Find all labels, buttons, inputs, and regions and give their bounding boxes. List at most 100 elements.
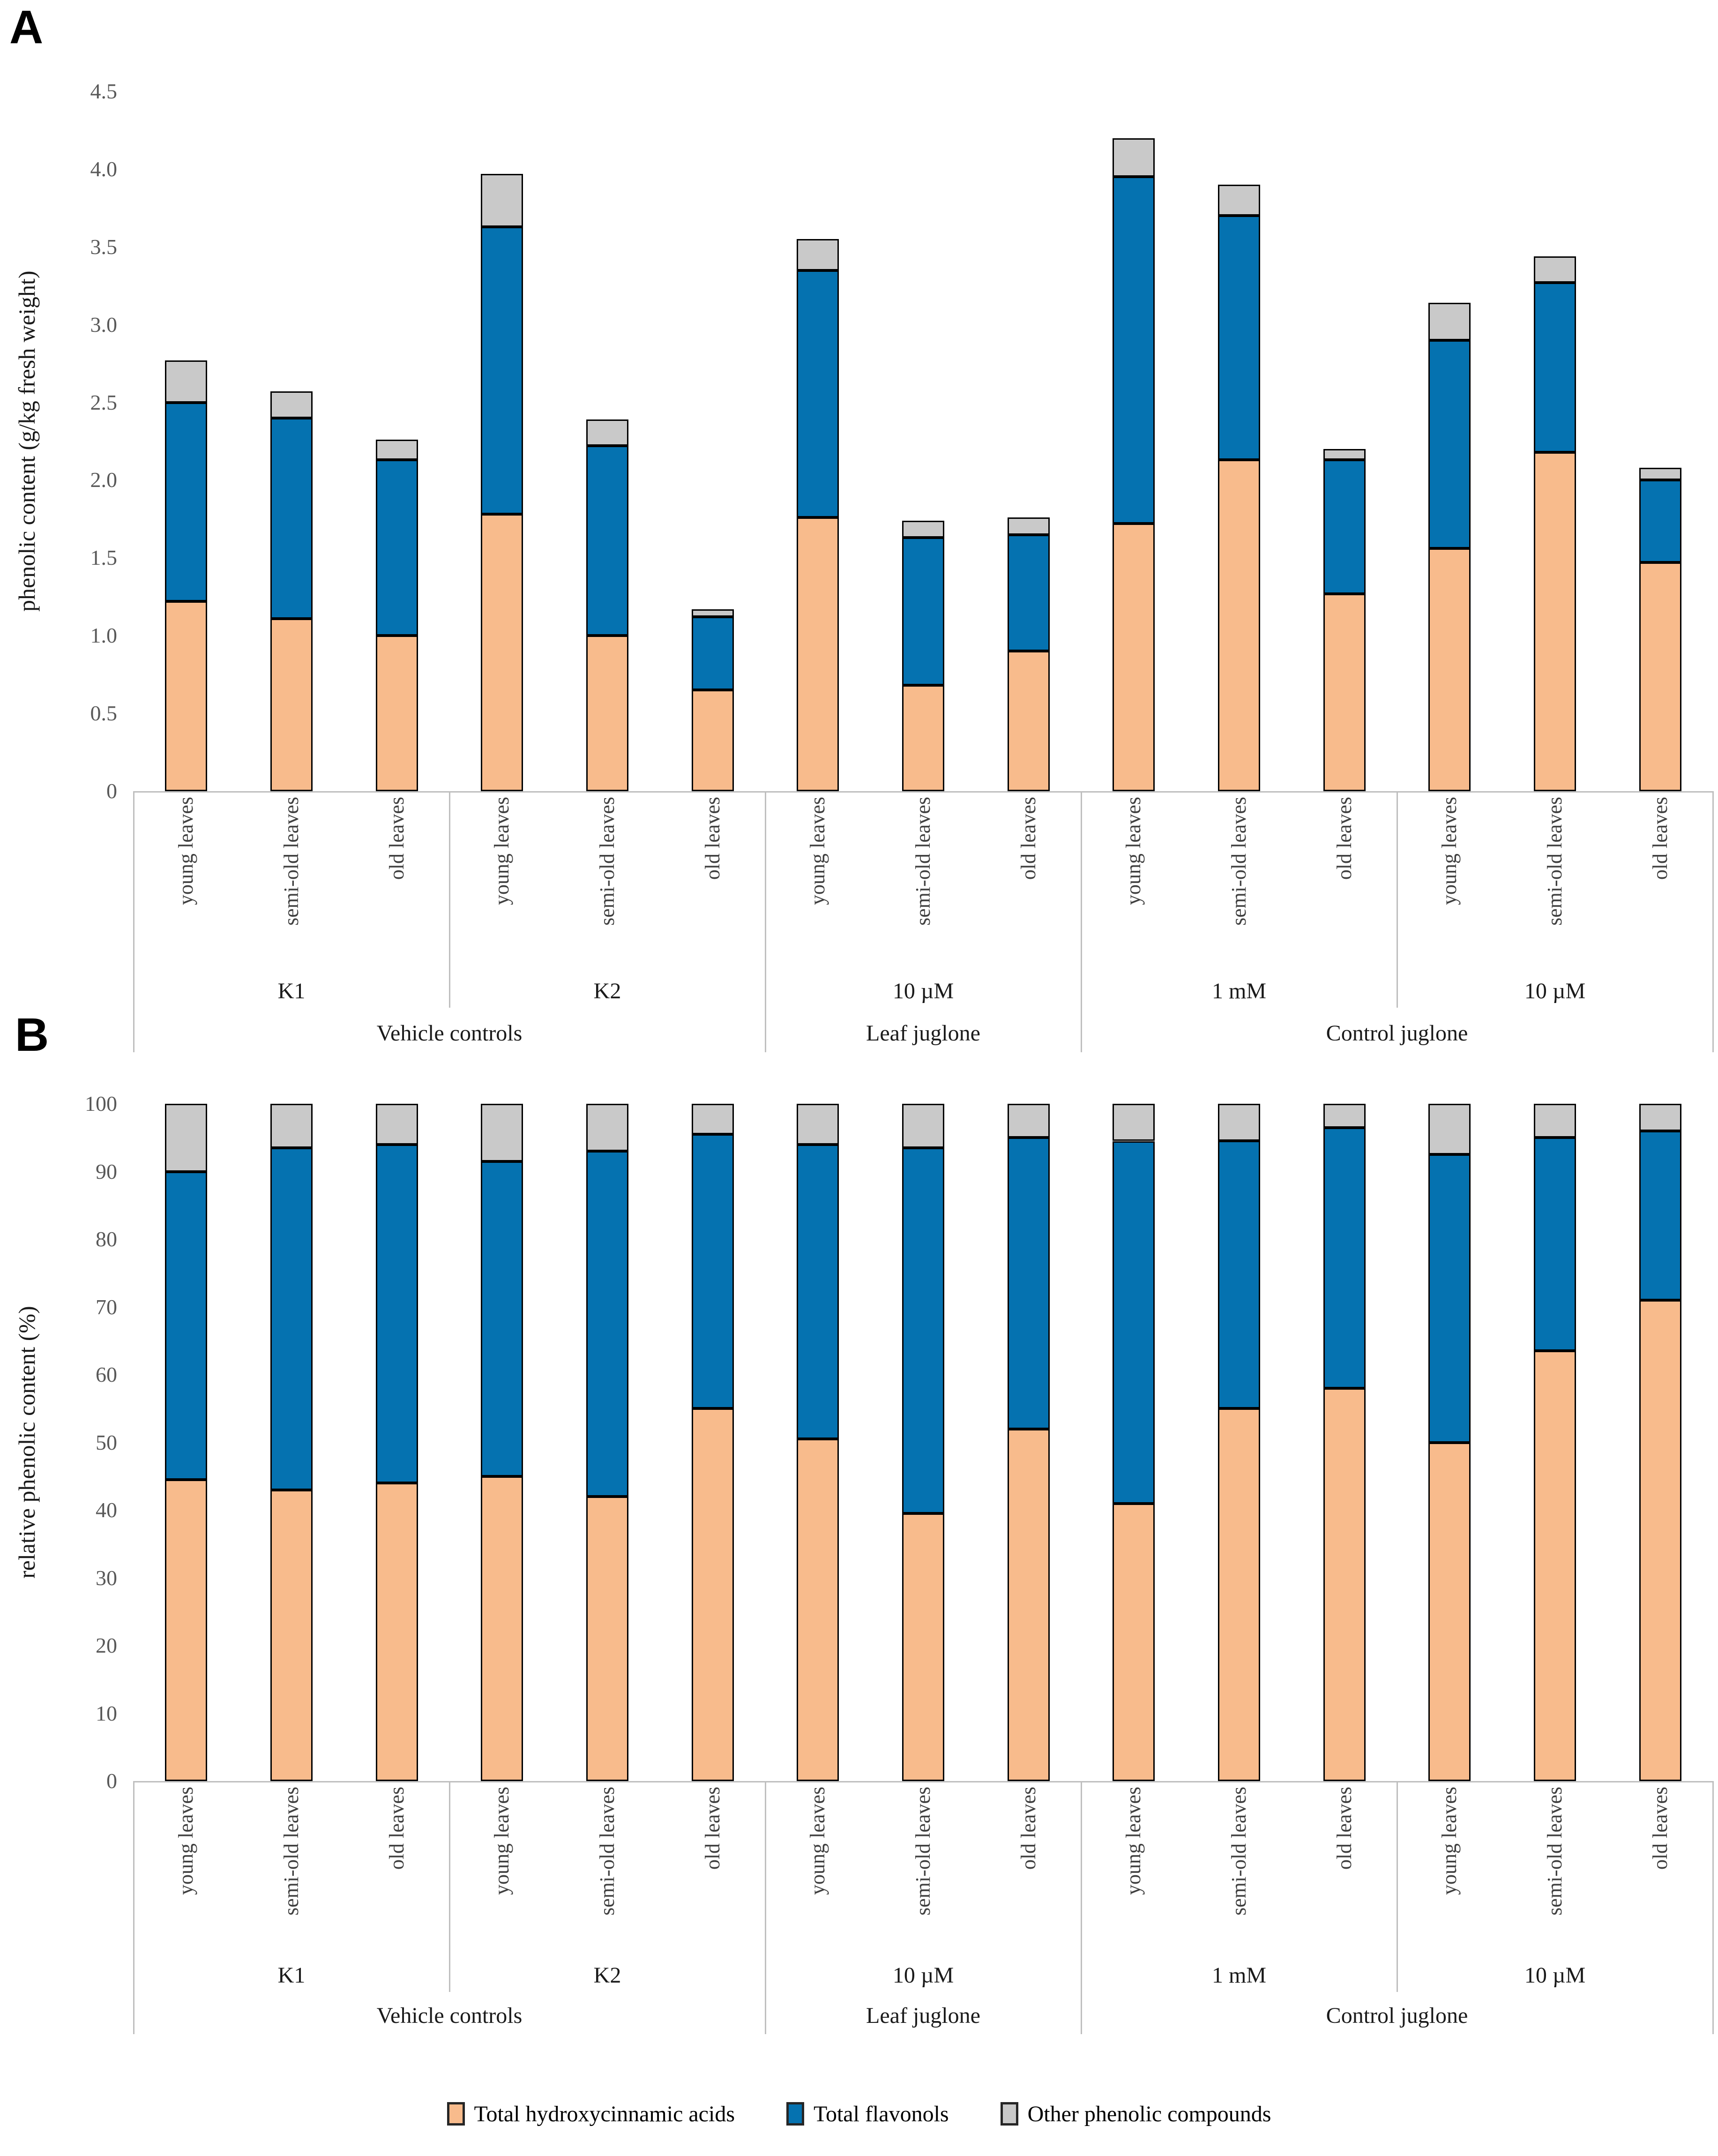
x-leaf-label: young leaves (449, 1787, 555, 1961)
legend-label: Total flavonols (814, 2101, 949, 2126)
bar-segment-other (691, 609, 734, 617)
x-leaf-label-text: semi-old leaves (595, 797, 619, 926)
bar-segment-other (481, 173, 523, 227)
bar-segment-hydroxycinnamic (586, 636, 628, 791)
x-leaf-label-text: young leaves (806, 797, 829, 905)
category-divider-line (765, 1781, 766, 2034)
group-label: K2 (593, 979, 621, 1003)
y-tick-label: 100 (85, 1092, 117, 1115)
bar-segment-hydroxycinnamic (586, 1497, 628, 1781)
y-tick-label: 0.5 (90, 701, 118, 726)
legend-label: Other phenolic compounds (1027, 2101, 1271, 2126)
x-leaf-label-text: young leaves (1438, 1787, 1461, 1895)
x-leaf-label-text: young leaves (806, 1787, 829, 1895)
bar-segment-hydroxycinnamic (270, 618, 313, 791)
y-tick-label: 20 (96, 1633, 117, 1657)
bar-segment-hydroxycinnamic (902, 685, 944, 791)
y-tick-label: 90 (96, 1159, 117, 1183)
legend-item: Total flavonols (786, 2101, 949, 2127)
category-divider-line (1712, 1781, 1714, 2034)
bar-segment-hydroxycinnamic (1007, 651, 1050, 791)
bar-segment-flavonols (165, 1171, 208, 1480)
bar-segment-other (165, 360, 208, 403)
category-divider-line (133, 1781, 134, 2034)
bar-segment-flavonols (270, 418, 313, 619)
bar-segment-hydroxycinnamic (1218, 1408, 1260, 1781)
bar-segment-flavonols (1534, 283, 1576, 452)
bar-segment-hydroxycinnamic (1639, 1300, 1681, 1781)
x-leaf-label: young leaves (1081, 797, 1187, 971)
bar-segment-flavonols (902, 1147, 944, 1514)
x-leaf-label: semi-old leaves (239, 797, 344, 971)
x-leaf-label: young leaves (1397, 1787, 1502, 1961)
group-label: 10 µM (1524, 1963, 1586, 1988)
bar-segment-flavonols (1113, 1141, 1155, 1504)
x-leaf-label: semi-old leaves (555, 797, 660, 971)
x-leaf-label-text: old leaves (701, 1787, 724, 1870)
legend: Total hydroxycinnamic acids Total flavono… (0, 2095, 1718, 2133)
bar-segment-other (1113, 1104, 1155, 1141)
bar-segment-hydroxycinnamic (481, 1476, 523, 1781)
super-group-label: Vehicle controls (376, 1021, 523, 1046)
group-divider-line (1397, 791, 1398, 1008)
bar-segment-flavonols (375, 460, 418, 636)
bar-segment-other (1007, 1104, 1050, 1138)
bar-segment-flavonols (481, 226, 523, 515)
legend-item: Total hydroxycinnamic acids (447, 2101, 735, 2127)
x-leaf-label-text: young leaves (1122, 1787, 1145, 1895)
bar-segment-other (797, 239, 839, 270)
bar-segment-other (1113, 138, 1155, 177)
x-leaf-label-text: young leaves (1122, 797, 1145, 905)
x-leaf-label-text: old leaves (1648, 797, 1672, 880)
bar-segment-other (797, 1104, 839, 1145)
category-divider-line (765, 791, 766, 1052)
y-tick-label: 70 (96, 1295, 117, 1319)
bar-segment-flavonols (1007, 1138, 1050, 1429)
x-leaf-label-text: semi-old leaves (1543, 1787, 1566, 1916)
group-label: K2 (593, 1963, 621, 1988)
group-divider-line (449, 1781, 450, 1992)
y-tick-label: 2.5 (90, 390, 118, 414)
bar-segment-hydroxycinnamic (1428, 548, 1471, 791)
x-leaf-label: semi-old leaves (871, 797, 976, 971)
legend-marker-icon (447, 2102, 465, 2126)
y-tick-label: 60 (96, 1362, 117, 1386)
bar-segment-flavonols (270, 1147, 313, 1490)
y-tick-label: 4.5 (90, 79, 118, 103)
bar-segment-other (1323, 449, 1366, 460)
bar-segment-hydroxycinnamic (1534, 1351, 1576, 1781)
y-tick-label: 1.0 (90, 623, 118, 648)
x-leaf-label: young leaves (449, 797, 555, 971)
x-leaf-label: semi-old leaves (1502, 797, 1608, 971)
y-tick-label: 50 (96, 1430, 117, 1454)
x-leaf-label: old leaves (660, 797, 765, 971)
bar-segment-flavonols (797, 270, 839, 518)
bar-segment-flavonols (586, 446, 628, 636)
bar-segment-hydroxycinnamic (797, 517, 839, 791)
bar-segment-other (270, 391, 313, 418)
bar-segment-flavonols (1007, 534, 1050, 651)
x-leaf-label-text: old leaves (1648, 1787, 1672, 1870)
bar-segment-hydroxycinnamic (481, 514, 523, 791)
bar-segment-other (1639, 1104, 1681, 1131)
x-leaf-label-text: semi-old leaves (911, 1787, 934, 1916)
bar-segment-hydroxycinnamic (1323, 1388, 1366, 1781)
bar-segment-other (375, 1104, 418, 1145)
bar-segment-flavonols (1218, 1141, 1260, 1409)
bar-segment-flavonols (165, 402, 208, 602)
category-divider-line (133, 791, 134, 1052)
group-label: 10 µM (892, 1963, 954, 1988)
bar-segment-hydroxycinnamic (165, 1479, 208, 1781)
bar-segment-flavonols (586, 1151, 628, 1497)
x-leaf-label-text: young leaves (174, 1787, 198, 1895)
y-tick-label: 4.0 (90, 157, 118, 181)
x-leaf-label: old leaves (976, 797, 1081, 971)
x-leaf-label: old leaves (344, 797, 449, 971)
x-leaf-label-text: semi-old leaves (1227, 797, 1250, 926)
x-leaf-label-text: semi-old leaves (279, 1787, 303, 1916)
super-group-label: Leaf juglone (866, 1021, 980, 1046)
bar-segment-flavonols (902, 538, 944, 686)
bar-segment-other (1639, 467, 1681, 480)
group-divider-line (1397, 1781, 1398, 1992)
